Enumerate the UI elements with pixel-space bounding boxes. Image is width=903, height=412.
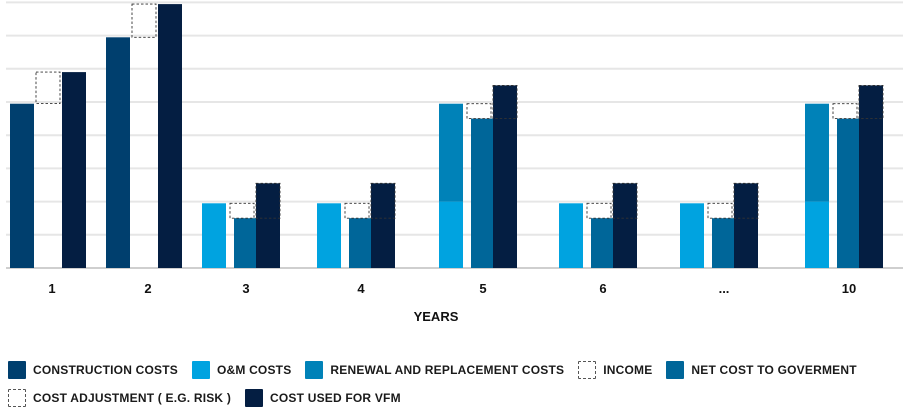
legend-swatch-renewal [305, 361, 323, 379]
legend-label-income: INCOME [603, 363, 652, 377]
bar-construction-year-2 [106, 37, 130, 268]
bar-income-year-3 [230, 203, 254, 218]
legend-item-adjustment: COST ADJUSTMENT ( E.G. RISK ) [8, 389, 231, 407]
legend-label-om: O&M COSTS [217, 363, 291, 377]
bar-om-year-10 [805, 202, 829, 268]
bar-vfm-year-4 [371, 183, 395, 268]
x-tick-label: 2 [144, 281, 151, 296]
bar-om-year-6 [559, 203, 583, 268]
legend-label-construction: CONSTRUCTION COSTS [33, 363, 178, 377]
legend-row-1: CONSTRUCTION COSTS O&M COSTS RENEWAL AND… [8, 356, 898, 384]
legend-swatch-om [192, 361, 210, 379]
x-tick-label: 10 [842, 281, 856, 296]
bar-vfm-year-6 [613, 183, 637, 268]
bar-income-year-6 [587, 203, 611, 218]
legend-swatch-adjustment [8, 389, 26, 407]
bar-om-year-3 [202, 203, 226, 268]
x-tick-labels: 1 2 3 4 5 6... 10 [48, 281, 856, 296]
legend-label-renewal: RENEWAL AND REPLACEMENT COSTS [330, 363, 564, 377]
bar-income-year-4 [345, 203, 369, 218]
legend: CONSTRUCTION COSTS O&M COSTS RENEWAL AND… [8, 356, 898, 412]
x-tick-label: 6 [599, 281, 606, 296]
x-tick-label: 4 [357, 281, 365, 296]
legend-swatch-construction [8, 361, 26, 379]
legend-item-construction: CONSTRUCTION COSTS [8, 361, 178, 379]
bar-vfm-year-10 [859, 85, 883, 268]
bar-construction-year-1 [10, 104, 34, 268]
bar-income-year-10 [833, 104, 857, 119]
bar-income-year-2 [132, 4, 156, 37]
legend-swatch-income [578, 361, 596, 379]
bar-income-year-5 [467, 104, 491, 119]
bar-vfm-year-2 [158, 4, 182, 268]
legend-label-net: NET COST TO GOVERMENT [691, 363, 856, 377]
x-tick-label: 3 [242, 281, 249, 296]
legend-row-2: COST ADJUSTMENT ( E.G. RISK ) COST USED … [8, 384, 898, 412]
x-tick-label: 1 [48, 281, 55, 296]
bar-net-year-10 [837, 119, 861, 268]
legend-item-om: O&M COSTS [192, 361, 291, 379]
legend-label-adjustment: COST ADJUSTMENT ( E.G. RISK ) [33, 391, 231, 405]
bar-income-year-1 [36, 72, 60, 104]
bar-net-year-5 [471, 119, 495, 268]
bar-net-year-4 [349, 218, 373, 268]
bar-vfm-year-3 [256, 183, 280, 268]
bar-renewal-year-5 [439, 104, 463, 202]
x-axis-title: YEARS [414, 309, 459, 324]
legend-swatch-vfm [245, 389, 263, 407]
legend-item-vfm: COST USED FOR VFM [245, 389, 401, 407]
x-tick-label: ... [719, 281, 730, 296]
bar-vfm-year-5 [493, 85, 517, 268]
legend-item-renewal: RENEWAL AND REPLACEMENT COSTS [305, 361, 564, 379]
legend-item-income: INCOME [578, 361, 652, 379]
bar-om-year-5 [439, 202, 463, 268]
bar-income-year-ellipsis [708, 203, 732, 218]
bar-om-year-ellipsis [680, 203, 704, 268]
bar-vfm-year-1 [62, 72, 86, 268]
x-tick-label: 5 [479, 281, 486, 296]
bar-om-year-4 [317, 203, 341, 268]
legend-item-net: NET COST TO GOVERMENT [666, 361, 856, 379]
bar-net-year-6 [591, 218, 615, 268]
bar-net-year-3 [234, 218, 258, 268]
legend-label-vfm: COST USED FOR VFM [270, 391, 401, 405]
bar-chart: 1 2 3 4 5 6... 10 YEARS [0, 0, 903, 406]
legend-swatch-net [666, 361, 684, 379]
bar-net-year-ellipsis [712, 218, 736, 268]
bar-renewal-year-10 [805, 104, 829, 202]
bar-vfm-year-ellipsis [734, 183, 758, 268]
